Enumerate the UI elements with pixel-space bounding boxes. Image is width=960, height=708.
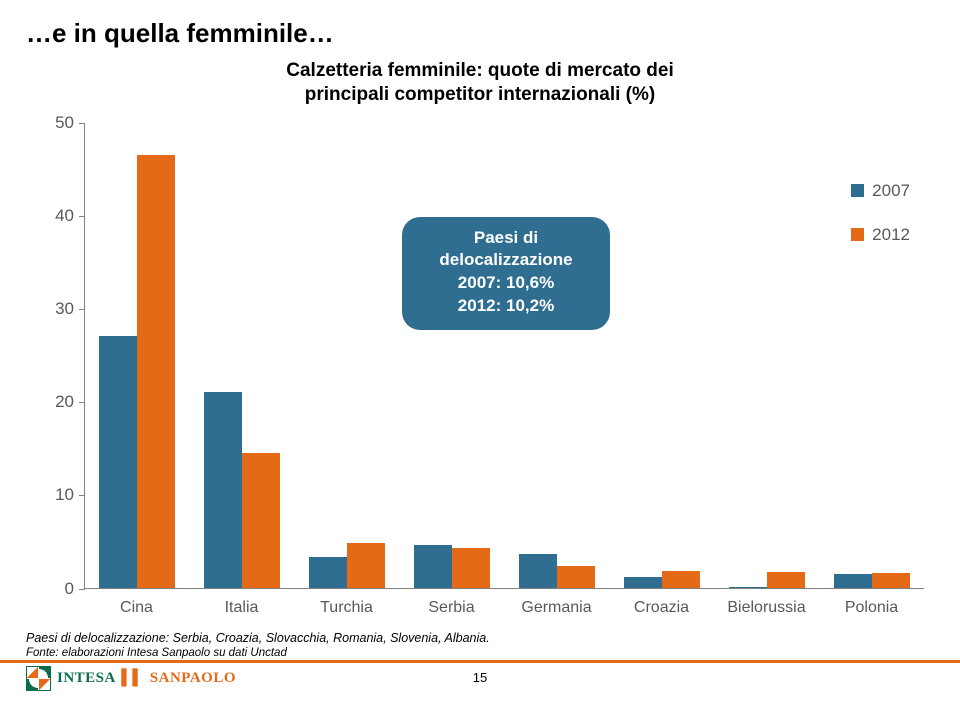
bar <box>519 554 557 587</box>
x-axis-label: Cina <box>84 593 189 623</box>
y-tick-label: 20 <box>26 392 74 412</box>
category-group <box>190 123 295 588</box>
category-group <box>85 123 190 588</box>
bar <box>834 574 872 588</box>
x-axis-label: Polonia <box>819 593 924 623</box>
bar <box>347 543 385 588</box>
x-axis-label: Serbia <box>399 593 504 623</box>
footer-rule <box>0 660 960 663</box>
x-axis-label: Germania <box>504 593 609 623</box>
bar <box>414 545 452 588</box>
page-title: …e in quella femminile… <box>26 18 934 49</box>
y-tick-mark <box>79 216 85 217</box>
logo-text-a: INTESA <box>57 670 115 686</box>
bar <box>309 557 347 588</box>
bar <box>242 453 280 588</box>
y-axis: 0 10 20 30 40 50 <box>26 113 78 623</box>
y-tick-label: 30 <box>26 299 74 319</box>
page-root: …e in quella femminile… Calzetteria femm… <box>0 0 960 708</box>
chart-subtitle: Calzetteria femminile: quote di mercato … <box>26 59 934 107</box>
y-tick-label: 10 <box>26 485 74 505</box>
bar <box>767 572 805 588</box>
bar <box>662 571 700 588</box>
x-axis-labels: CinaItaliaTurchiaSerbiaGermaniaCroaziaBi… <box>84 593 924 623</box>
y-tick-label: 40 <box>26 206 74 226</box>
y-tick-label: 0 <box>26 579 74 599</box>
bar <box>872 573 910 588</box>
bar <box>204 392 242 587</box>
bar <box>99 336 137 587</box>
footnote: Paesi di delocalizzazione: Serbia, Croaz… <box>26 631 934 645</box>
chart-subtitle-l1: Calzetteria femminile: quote di mercato … <box>286 60 673 81</box>
category-group <box>505 123 610 588</box>
footer: 15 INTESA ▌▌ SANPAOLO <box>0 660 960 708</box>
bars-container <box>85 123 924 588</box>
bar <box>729 587 767 588</box>
x-axis-label: Croazia <box>609 593 714 623</box>
category-group <box>714 123 819 588</box>
brand-logo: INTESA ▌▌ SANPAOLO <box>26 666 236 691</box>
y-tick-mark <box>79 402 85 403</box>
y-tick-mark <box>79 495 85 496</box>
x-axis-label: Turchia <box>294 593 399 623</box>
source-line: Fonte: elaborazioni Intesa Sanpaolo su d… <box>26 647 934 659</box>
category-group <box>609 123 714 588</box>
logo-icon <box>26 666 51 691</box>
x-axis-label: Italia <box>189 593 294 623</box>
y-tick-label: 50 <box>26 113 74 133</box>
y-tick-mark <box>79 123 85 124</box>
bar <box>452 548 490 588</box>
y-tick-mark <box>79 589 85 590</box>
bar <box>557 566 595 587</box>
chart-area: 2007 2012 Paesi di delocalizzazione 2007… <box>26 113 934 623</box>
logo-text: INTESA ▌▌ SANPAOLO <box>57 670 236 687</box>
category-group <box>295 123 400 588</box>
logo-text-b: SANPAOLO <box>150 670 236 686</box>
bar <box>137 155 175 587</box>
chart-subtitle-l2: principali competitor internazionali (%) <box>305 84 655 105</box>
plot-area <box>84 123 924 589</box>
category-group <box>819 123 924 588</box>
bar <box>624 577 662 587</box>
y-tick-mark <box>79 309 85 310</box>
x-axis-label: Bielorussia <box>714 593 819 623</box>
category-group <box>400 123 505 588</box>
logo-divider-icon: ▌▌ <box>121 670 143 686</box>
